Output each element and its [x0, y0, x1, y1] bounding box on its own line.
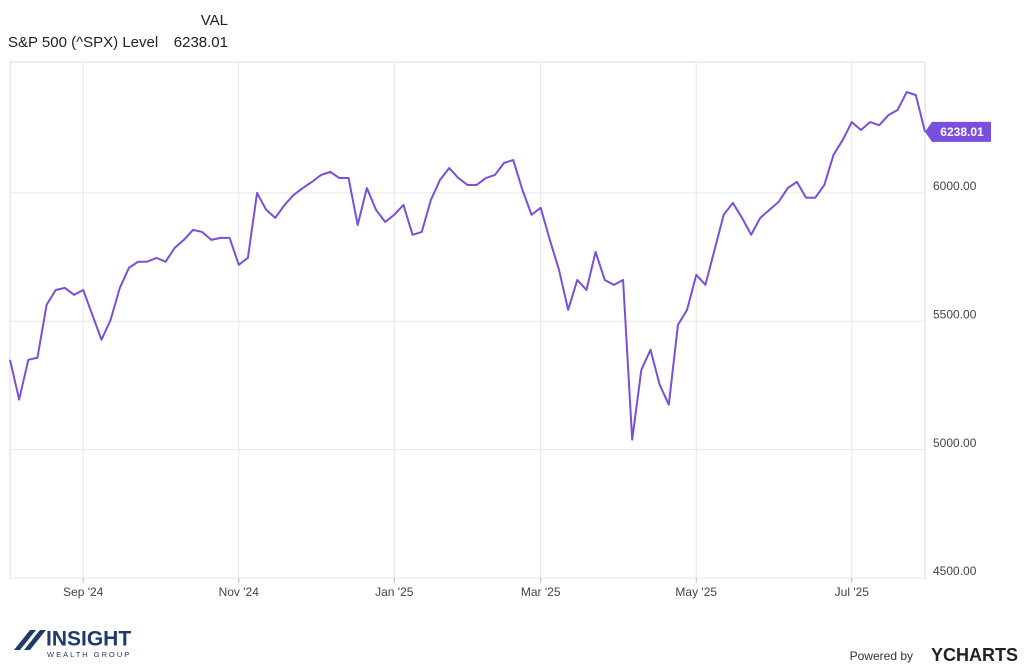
badge-shape: [925, 121, 991, 142]
x-tick-label: Sep '24: [63, 585, 104, 599]
logo-mark: [14, 630, 46, 650]
y-tick-label: 4500.00: [933, 564, 977, 578]
last-value-badge: 6238.01: [925, 121, 991, 142]
legend-entry: S&P 500 (^SPX) Level: [8, 34, 158, 51]
x-tick-label: Jan '25: [375, 585, 414, 599]
x-tick-label: May '25: [675, 585, 717, 599]
logo: INSIGHT WEALTH GROUP: [14, 628, 131, 659]
logo-text: INSIGHT: [46, 628, 131, 651]
value-header: VAL: [201, 12, 228, 29]
x-tick-label: Nov '24: [219, 585, 260, 599]
last-value-label: 6238.01: [940, 125, 984, 139]
series-line: [9, 91, 926, 441]
powered-by: Powered by: [850, 649, 913, 663]
provider: YCHARTS: [931, 645, 1018, 665]
y-tick-label: 6000.00: [933, 179, 977, 193]
y-tick-label: 5500.00: [933, 307, 977, 321]
x-tick-label: Mar '25: [521, 585, 561, 599]
legend-value: 6238.01: [174, 34, 228, 51]
plot-frame: [9, 61, 926, 579]
logo-subtext: WEALTH GROUP: [47, 650, 131, 659]
x-tick-label: Jul '25: [835, 585, 870, 599]
y-tick-label: 5000.00: [933, 436, 977, 450]
